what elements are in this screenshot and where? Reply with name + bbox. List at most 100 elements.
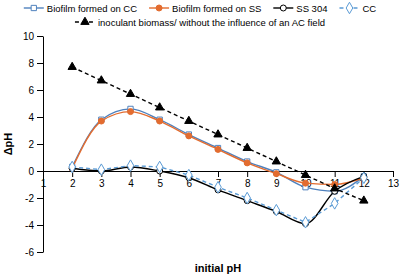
series-marker [215,181,222,192]
series-marker [331,198,338,209]
series-marker [69,161,76,172]
x-tick-label: 9 [274,178,280,189]
series-marker [361,172,368,183]
series-marker [272,157,280,164]
series-marker [156,161,163,172]
legend-marker [31,5,36,10]
legend-label: inoculant biomass/ without the influence… [98,17,325,28]
series-marker [273,171,279,177]
y-tick: -2 [25,193,43,204]
series-marker [97,76,105,83]
y-tick-mark [37,36,43,37]
y-tick: 4 [28,112,43,123]
series-marker [156,103,164,110]
y-tick: -6 [25,247,43,258]
series-marker [360,196,368,203]
x-tick: 9 [274,171,280,189]
y-axis-line [43,37,44,253]
plot-area [68,62,368,228]
series-marker [186,169,193,180]
y-tick: 6 [28,85,43,96]
series-marker [98,118,104,124]
x-tick: 4 [128,171,134,189]
legend-label: SS 304 [296,3,327,14]
series-line [72,167,364,224]
series-marker [215,146,221,152]
series-marker [301,170,309,177]
series-line [72,166,364,223]
x-tick-mark [393,171,394,177]
series-marker [98,164,105,175]
legend-item: Biofilm formed on SS [149,3,261,14]
y-tick-mark [37,144,43,145]
y-tick-mark [37,63,43,64]
series-marker [273,204,280,215]
y-tick: -4 [25,220,43,231]
legend-item: CC [339,2,376,13]
y-axis-title: ΔpH [2,133,14,156]
series-marker [68,62,76,69]
legend-marker [280,5,286,11]
legend-label: CC [362,3,376,14]
x-tick-mark [247,171,248,177]
x-tick-label: 5 [157,178,163,189]
legend-label: Biofilm formed on CC [47,3,137,14]
series-marker [157,118,163,124]
x-tick: 13 [388,171,400,189]
x-tick: 8 [245,171,251,189]
x-tick-mark [43,171,44,177]
series-marker [185,116,193,123]
y-tick-label: 0 [28,166,34,177]
series-marker [127,160,134,171]
y-tick-mark [37,171,43,172]
x-axis-title: initial pH [195,262,242,274]
legend: Biofilm formed on CC Biofilm formed on SS… [24,2,377,27]
y-tick-label: 4 [28,112,34,123]
y-tick: 2 [28,139,43,150]
y-tick-label: -2 [25,193,34,204]
y-tick: 10 [23,31,43,42]
y-tick-mark [37,90,43,91]
x-tick-mark [335,171,336,177]
y-tick-label: -4 [25,220,34,231]
y-tick-label: 2 [28,139,34,150]
series-line [72,67,364,201]
series-marker [331,184,339,191]
series-marker [186,133,192,139]
series-marker [243,143,251,150]
series-line [72,112,364,185]
y-tick-mark [37,252,43,253]
x-tick: 1 [41,171,47,189]
x-tick: 12 [359,171,371,189]
legend-marker [346,2,353,13]
series-marker [244,160,250,166]
legend-item: Biofilm formed on CC [24,3,137,14]
series-marker [126,89,134,96]
y-tick: 0 [28,166,43,177]
series-line [72,109,364,191]
y-axis: -6 -4 -2 0 2 4 6 8 10 [23,31,44,258]
x-tick-label: 1 [41,178,47,189]
x-tick-label: 13 [388,178,400,189]
x-tick-label: 2 [70,178,76,189]
series-marker [128,109,134,115]
y-tick-mark [37,198,43,199]
series-marker [214,130,222,137]
x-tick-mark [218,171,219,177]
x-tick: 2 [70,171,76,189]
series-marker [303,180,309,186]
y-tick-label: -6 [25,247,34,258]
x-tick-label: 4 [128,178,134,189]
legend-item: SS 304 [273,3,327,14]
series-marker [244,192,251,203]
series-marker [302,217,309,228]
y-tick-mark [37,225,43,226]
legend-marker [81,17,89,24]
x-tick-label: 3 [99,178,105,189]
y-tick: 8 [28,58,43,69]
legend-marker [156,5,162,11]
y-tick-mark [37,117,43,118]
x-tick-label: 8 [245,178,251,189]
y-tick-label: 10 [23,31,35,42]
y-tick-label: 8 [28,58,34,69]
